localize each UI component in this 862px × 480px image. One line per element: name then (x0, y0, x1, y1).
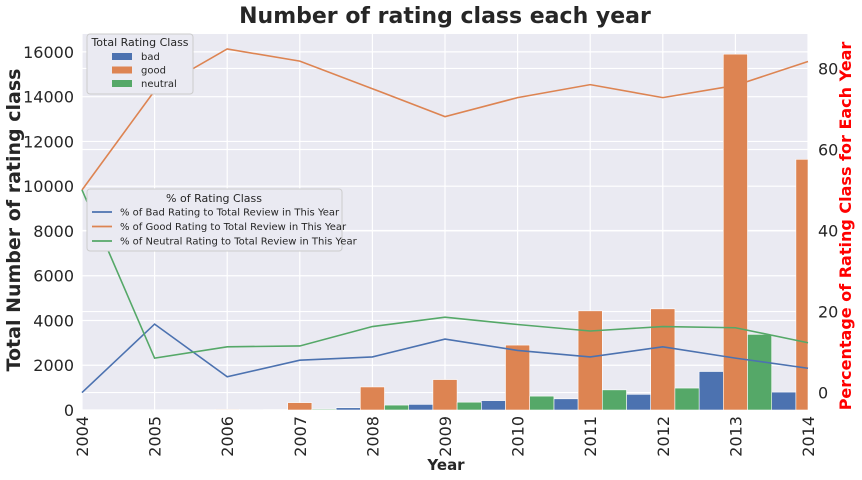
x-tick-label: 2009 (436, 416, 455, 457)
bar-legend-label: bad (141, 52, 160, 63)
line-legend: % of Rating Class % of Bad Rating to Tot… (86, 188, 358, 252)
bar-bad (626, 394, 652, 411)
bar-good (795, 159, 809, 411)
y-tick-label: 10000 (23, 177, 74, 196)
y2-tick-label: 60 (818, 140, 838, 159)
bar-bad (408, 404, 434, 411)
bar-good (505, 344, 531, 411)
y2-tick-label: 20 (818, 303, 838, 322)
x-tick-label: 2008 (363, 416, 382, 457)
bar-neutral (601, 389, 627, 411)
bar-good (650, 308, 676, 411)
bar-neutral (384, 404, 410, 411)
bar-bad (480, 400, 506, 411)
y-tick-label: 8000 (33, 222, 74, 241)
bar-legend-box (86, 33, 194, 95)
bar-good (214, 409, 240, 411)
line-series-2 (81, 189, 809, 360)
x-axis-label: Year (426, 456, 465, 474)
bar-legend: Total Rating Class bad good neutral (86, 33, 194, 95)
bar-bad (553, 398, 579, 411)
line-legend-label: % of Good Rating to Total Review in This… (120, 222, 347, 233)
bar-legend-swatch (112, 53, 132, 60)
line-series-0 (81, 323, 809, 394)
bars (190, 53, 809, 411)
bar-neutral (456, 401, 482, 411)
y-tick-label: 12000 (23, 132, 74, 151)
x-tick-label: 2010 (509, 416, 528, 457)
bar-neutral (529, 395, 555, 411)
lines (81, 48, 809, 394)
y-tick-label: 16000 (23, 43, 74, 62)
y-axis-label: Total Number of rating class (3, 69, 25, 372)
x-tick-label: 2005 (146, 416, 165, 457)
bar-good (359, 386, 385, 411)
x-tick-label: 2006 (218, 416, 237, 457)
bar-neutral (674, 387, 700, 411)
line-legend-title: % of Rating Class (166, 192, 262, 205)
bar-good (722, 53, 748, 411)
x-tick-label: 2012 (654, 416, 673, 457)
bar-legend-label: neutral (141, 79, 177, 90)
bar-legend-label: good (141, 66, 166, 77)
line-legend-label: % of Bad Rating to Total Review in This … (120, 208, 340, 219)
y2-axis-label: Percentage of Rating Class for Each Year (836, 42, 855, 411)
bar-bad (698, 371, 724, 411)
bar-neutral (747, 334, 773, 411)
x-tick-label: 2004 (73, 416, 92, 457)
ticks: 0200040006000800010000120001400016000020… (23, 43, 838, 457)
y-tick-label: 14000 (23, 88, 74, 107)
y-tick-label: 0 (64, 401, 74, 420)
y2-tick-label: 80 (818, 59, 838, 78)
y-tick-label: 2000 (33, 356, 74, 375)
line-legend-box (86, 188, 343, 252)
x-tick-label: 2013 (726, 416, 745, 457)
bar-neutral (311, 408, 337, 411)
line-legend-label: % of Neutral Rating to Total Review in T… (120, 237, 358, 248)
bar-good (287, 402, 313, 411)
bar-good (577, 310, 603, 411)
bar-legend-swatch (112, 66, 132, 74)
x-tick-label: 2014 (799, 416, 818, 457)
y2-tick-label: 0 (818, 384, 828, 403)
bar-bad (771, 391, 797, 411)
y-tick-label: 6000 (33, 267, 74, 286)
y2-tick-label: 40 (818, 222, 838, 241)
bar-legend-swatch (112, 80, 132, 87)
line-series-1 (81, 48, 809, 191)
y-tick-label: 4000 (33, 311, 74, 330)
x-tick-label: 2011 (581, 416, 600, 457)
chart-title: Number of rating class each year (239, 4, 651, 29)
bar-legend-title: Total Rating Class (90, 36, 188, 49)
x-tick-label: 2007 (291, 416, 310, 457)
bar-good (432, 379, 458, 411)
bar-bad (335, 407, 361, 411)
